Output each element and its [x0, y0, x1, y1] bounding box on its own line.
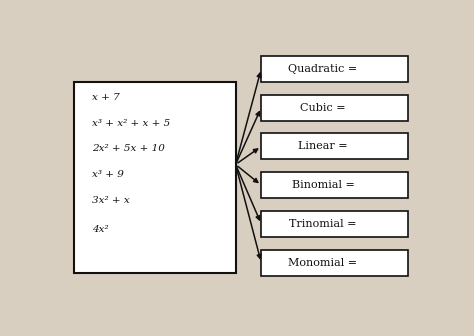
Text: Quadratic =: Quadratic =	[288, 64, 357, 74]
FancyBboxPatch shape	[261, 95, 408, 121]
Text: 2x² + 5x + 10: 2x² + 5x + 10	[92, 144, 165, 154]
Text: Cubic =: Cubic =	[300, 102, 346, 113]
Text: x + 7: x + 7	[92, 93, 120, 102]
Text: x³ + 9: x³ + 9	[92, 170, 124, 179]
FancyBboxPatch shape	[261, 172, 408, 198]
Text: 3x² + x: 3x² + x	[92, 196, 130, 205]
Text: 4x²: 4x²	[92, 225, 109, 234]
Text: Linear =: Linear =	[298, 141, 348, 152]
Text: Binomial =: Binomial =	[292, 180, 355, 190]
Text: x³ + x² + x + 5: x³ + x² + x + 5	[92, 119, 171, 128]
FancyBboxPatch shape	[261, 211, 408, 237]
FancyBboxPatch shape	[261, 133, 408, 159]
Text: Monomial =: Monomial =	[289, 258, 357, 268]
Text: Trinomial =: Trinomial =	[289, 219, 357, 229]
FancyBboxPatch shape	[261, 56, 408, 82]
FancyBboxPatch shape	[74, 82, 236, 273]
FancyBboxPatch shape	[261, 250, 408, 276]
